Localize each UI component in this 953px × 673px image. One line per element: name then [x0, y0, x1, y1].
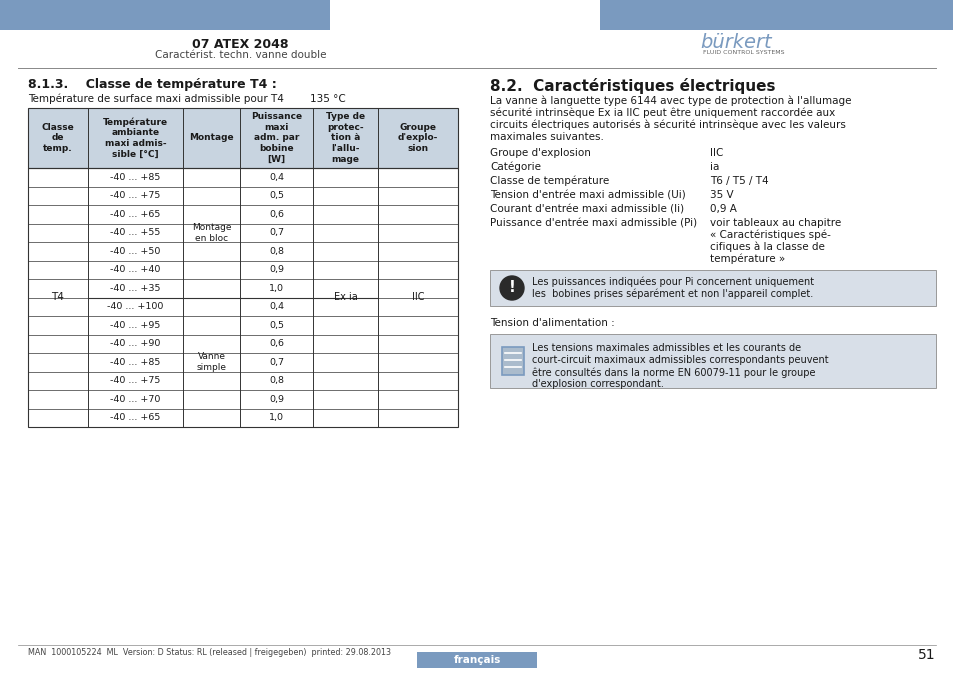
- Text: Classe de température: Classe de température: [490, 176, 609, 186]
- Circle shape: [499, 276, 523, 300]
- Text: Les tensions maximales admissibles et les courants de: Les tensions maximales admissibles et le…: [532, 343, 801, 353]
- Text: 1,0: 1,0: [269, 284, 284, 293]
- Bar: [599, 0, 953, 30]
- Text: 35 V: 35 V: [709, 190, 733, 200]
- Bar: [0, 0, 330, 30]
- Text: 0,4: 0,4: [269, 302, 284, 311]
- Text: Ex ia: Ex ia: [334, 293, 357, 302]
- Text: 0,9: 0,9: [269, 395, 284, 404]
- Text: 0,5: 0,5: [269, 191, 284, 201]
- Text: 0,4: 0,4: [269, 173, 284, 182]
- Text: température »: température »: [709, 254, 784, 264]
- Text: 0,6: 0,6: [269, 210, 284, 219]
- Text: -40 ... +75: -40 ... +75: [111, 376, 160, 385]
- Text: Vanne
simple: Vanne simple: [196, 352, 226, 372]
- Text: « Caractéristiques spé-: « Caractéristiques spé-: [709, 230, 830, 240]
- Text: T4: T4: [51, 293, 65, 302]
- Text: -40 ... +70: -40 ... +70: [111, 395, 160, 404]
- Text: 0,7: 0,7: [269, 358, 284, 367]
- Text: d'explosion correspondant.: d'explosion correspondant.: [532, 379, 663, 389]
- Text: Montage: Montage: [189, 133, 233, 143]
- Text: 0,7: 0,7: [269, 228, 284, 238]
- Text: 8.2.  Caractéristiques électriques: 8.2. Caractéristiques électriques: [490, 78, 775, 94]
- Text: sécurité intrinsèque Ex ia IIC peut être uniquement raccordée aux: sécurité intrinsèque Ex ia IIC peut être…: [490, 108, 835, 118]
- Text: Les puissances indiquées pour Pi concernent uniquement: Les puissances indiquées pour Pi concern…: [532, 277, 813, 287]
- Text: -40 ... +100: -40 ... +100: [107, 302, 164, 311]
- Text: maximales suivantes.: maximales suivantes.: [490, 132, 603, 142]
- Bar: [490, 270, 935, 306]
- Text: Catégorie: Catégorie: [490, 162, 540, 172]
- Text: Caractérist. techn. vanne double: Caractérist. techn. vanne double: [154, 50, 326, 60]
- Text: -40 ... +90: -40 ... +90: [111, 339, 160, 348]
- Text: Température de surface maxi admissible pour T4: Température de surface maxi admissible p…: [28, 94, 284, 104]
- Text: !: !: [508, 281, 515, 295]
- Text: Tension d'entrée maxi admissible (Ui): Tension d'entrée maxi admissible (Ui): [490, 190, 685, 200]
- Bar: [501, 347, 523, 375]
- Text: Température
ambiante
maxi admis-
sible [°C]: Température ambiante maxi admis- sible […: [103, 117, 168, 159]
- Text: IIC: IIC: [412, 293, 424, 302]
- Text: 0,8: 0,8: [269, 376, 284, 385]
- Text: Classe
de
temp.: Classe de temp.: [42, 122, 74, 153]
- Text: 135 °C: 135 °C: [310, 94, 345, 104]
- Text: 0,6: 0,6: [269, 339, 284, 348]
- Text: -40 ... +55: -40 ... +55: [111, 228, 160, 238]
- Text: Montage
en bloc: Montage en bloc: [192, 223, 231, 243]
- Text: Type de
protec-
tion à
l'allu-
mage: Type de protec- tion à l'allu- mage: [326, 112, 365, 164]
- Text: MAN  1000105224  ML  Version: D Status: RL (released | freigegeben)  printed: 29: MAN 1000105224 ML Version: D Status: RL …: [28, 648, 391, 657]
- Text: Puissance d'entrée maxi admissible (Pi): Puissance d'entrée maxi admissible (Pi): [490, 218, 697, 228]
- Text: 0,5: 0,5: [269, 321, 284, 330]
- Bar: [416, 652, 537, 668]
- Text: bürkert: bürkert: [700, 33, 771, 52]
- Text: circuits électriques autorisés à sécurité intrinsèque avec les valeurs: circuits électriques autorisés à sécurit…: [490, 120, 845, 131]
- Text: les  bobines prises séparément et non l'appareil complet.: les bobines prises séparément et non l'a…: [532, 289, 812, 299]
- Text: 0,8: 0,8: [269, 247, 284, 256]
- Text: FLUID CONTROL SYSTEMS: FLUID CONTROL SYSTEMS: [702, 50, 783, 55]
- Text: 1,0: 1,0: [269, 413, 284, 422]
- Text: français: français: [453, 655, 500, 665]
- Text: cifiques à la classe de: cifiques à la classe de: [709, 242, 824, 252]
- Text: -40 ... +95: -40 ... +95: [111, 321, 160, 330]
- Text: Courant d'entrée maxi admissible (Ii): Courant d'entrée maxi admissible (Ii): [490, 204, 683, 214]
- Text: Groupe d'explosion: Groupe d'explosion: [490, 148, 590, 158]
- Text: -40 ... +65: -40 ... +65: [111, 413, 160, 422]
- Bar: [28, 168, 457, 427]
- Text: Groupe
d'explo-
sion: Groupe d'explo- sion: [397, 122, 437, 153]
- Text: -40 ... +65: -40 ... +65: [111, 210, 160, 219]
- Text: -40 ... +50: -40 ... +50: [111, 247, 160, 256]
- Text: -40 ... +35: -40 ... +35: [111, 284, 161, 293]
- Text: Tension d'alimentation :: Tension d'alimentation :: [490, 318, 614, 328]
- Text: Puissance
maxi
adm. par
bobine
[W]: Puissance maxi adm. par bobine [W]: [251, 112, 302, 164]
- Text: T6 / T5 / T4: T6 / T5 / T4: [709, 176, 768, 186]
- Text: court-circuit maximaux admissibles correspondants peuvent: court-circuit maximaux admissibles corre…: [532, 355, 828, 365]
- Bar: [490, 334, 935, 388]
- Text: 8.1.3.    Classe de température T4 :: 8.1.3. Classe de température T4 :: [28, 78, 276, 91]
- Text: 0,9: 0,9: [269, 265, 284, 275]
- Text: IIC: IIC: [709, 148, 722, 158]
- Text: -40 ... +85: -40 ... +85: [111, 173, 160, 182]
- Text: -40 ... +40: -40 ... +40: [111, 265, 160, 275]
- Text: -40 ... +75: -40 ... +75: [111, 191, 160, 201]
- Text: La vanne à languette type 6144 avec type de protection à l'allumage: La vanne à languette type 6144 avec type…: [490, 96, 851, 106]
- Text: 51: 51: [918, 648, 935, 662]
- Text: 07 ATEX 2048: 07 ATEX 2048: [192, 38, 288, 51]
- Text: -40 ... +85: -40 ... +85: [111, 358, 160, 367]
- Text: ia: ia: [709, 162, 719, 172]
- Text: 0,9 A: 0,9 A: [709, 204, 736, 214]
- Text: être consultés dans la norme EN 60079-11 pour le groupe: être consultés dans la norme EN 60079-11…: [532, 367, 815, 378]
- Text: voir tableaux au chapitre: voir tableaux au chapitre: [709, 218, 841, 228]
- Bar: [28, 108, 457, 168]
